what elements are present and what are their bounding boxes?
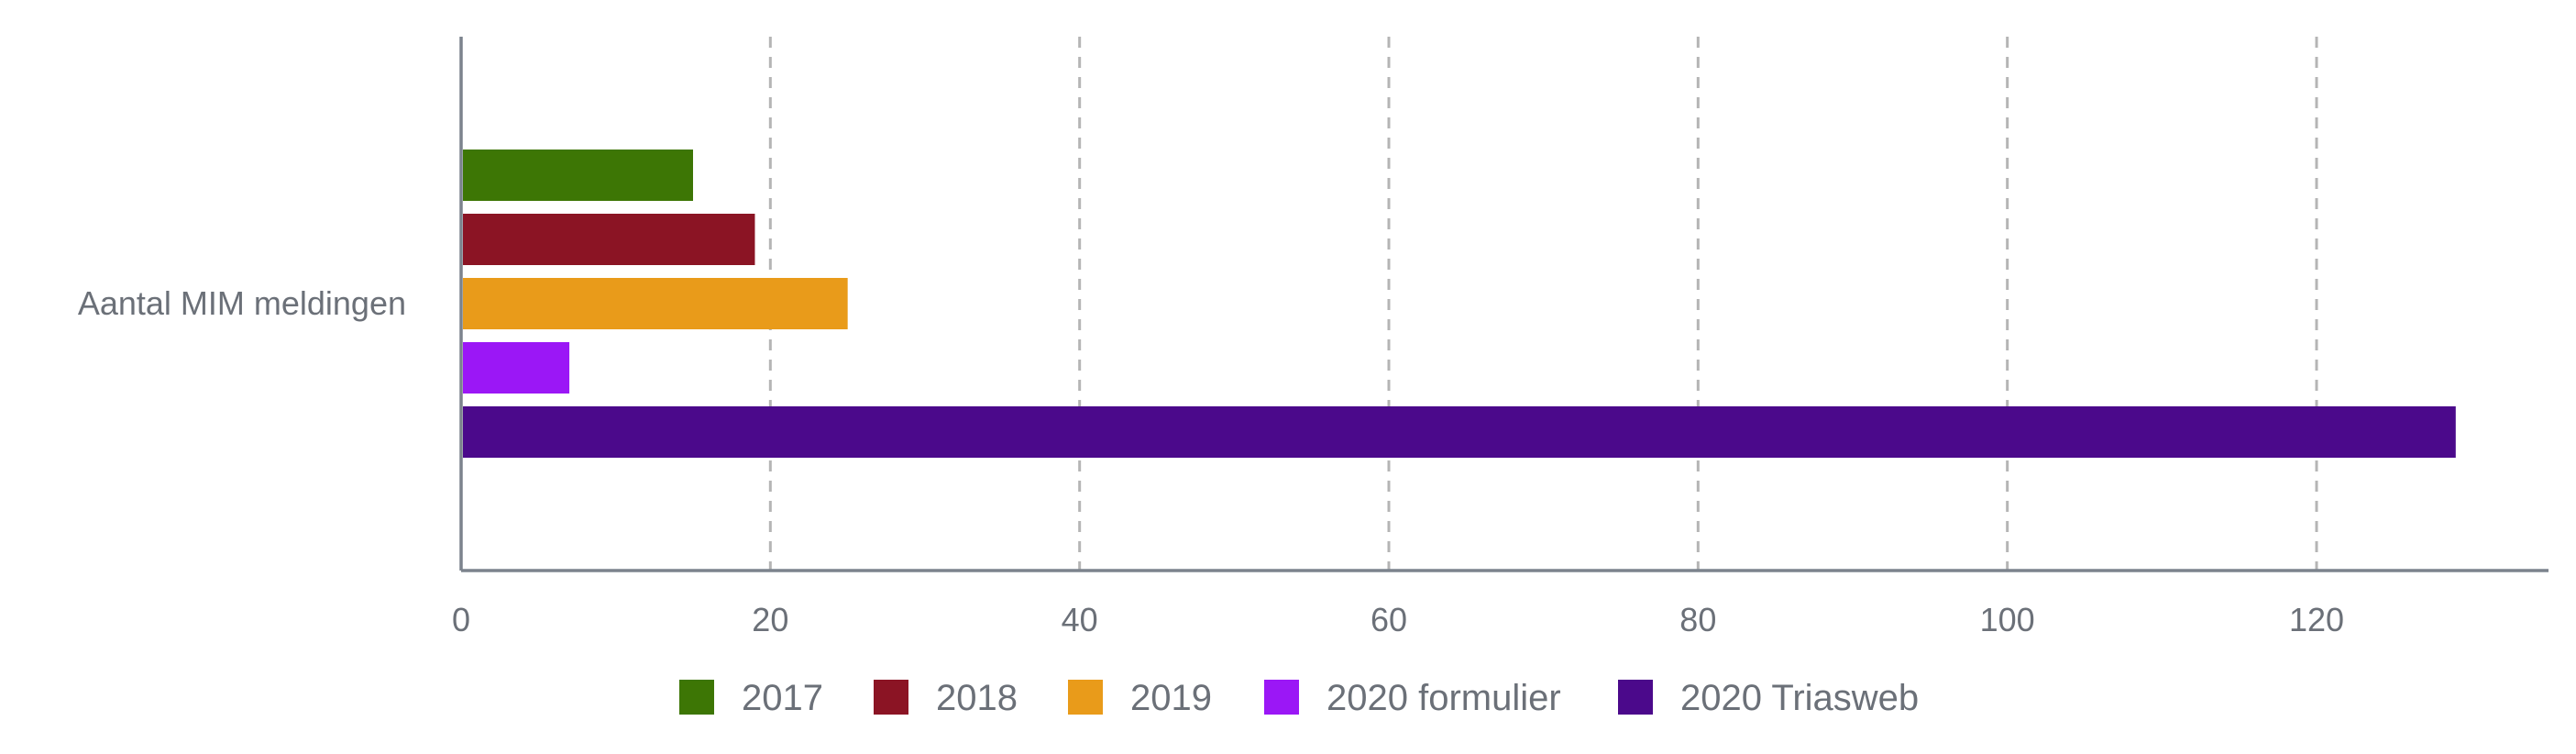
x-tick-label: 0 (452, 601, 470, 638)
bar-2020-triasweb[interactable] (463, 406, 2456, 458)
legend-item-2020-formulier[interactable]: 2020 formulier (1264, 678, 1561, 718)
legend-swatch (874, 680, 908, 715)
legend-swatch (1618, 680, 1653, 715)
x-tick-label: 80 (1679, 601, 1716, 638)
legend-swatch (679, 680, 714, 715)
legend-swatch (1068, 680, 1103, 715)
x-tick-label: 120 (2289, 601, 2344, 638)
x-tick-label: 60 (1371, 601, 1407, 638)
legend-item-2017[interactable]: 2017 (679, 678, 823, 718)
legend-label: 2020 Triasweb (1680, 678, 1919, 718)
legend-item-2018[interactable]: 2018 (874, 678, 1018, 718)
category-label: Aantal MIM meldingen (78, 284, 406, 322)
x-tick-label: 40 (1062, 601, 1098, 638)
bar-2018[interactable] (463, 214, 755, 265)
legend[interactable]: 2017 2018 2019 2020 formulier 2020 Triasweb (679, 678, 1919, 718)
legend-item-2019[interactable]: 2019 (1068, 678, 1212, 718)
gridlines (768, 37, 2318, 571)
x-tick-label: 100 (1980, 601, 2035, 638)
category-labels: Aantal MIM meldingen (78, 284, 406, 322)
legend-label: 2018 (936, 678, 1018, 718)
x-tick-labels: 0 20 40 60 80 100 120 (452, 601, 2344, 638)
legend-label: 2017 (742, 678, 823, 718)
legend-label: 2020 formulier (1327, 678, 1561, 718)
legend-item-2020-triasweb[interactable]: 2020 Triasweb (1618, 678, 1919, 718)
bar-2020-formulier[interactable] (463, 342, 570, 394)
x-tick-label: 20 (752, 601, 788, 638)
legend-swatch (1264, 680, 1299, 715)
bars (463, 150, 2456, 458)
bar-2019[interactable] (463, 278, 848, 329)
legend-label: 2019 (1130, 678, 1212, 718)
bar-2017[interactable] (463, 150, 693, 201)
axes (459, 37, 2548, 572)
